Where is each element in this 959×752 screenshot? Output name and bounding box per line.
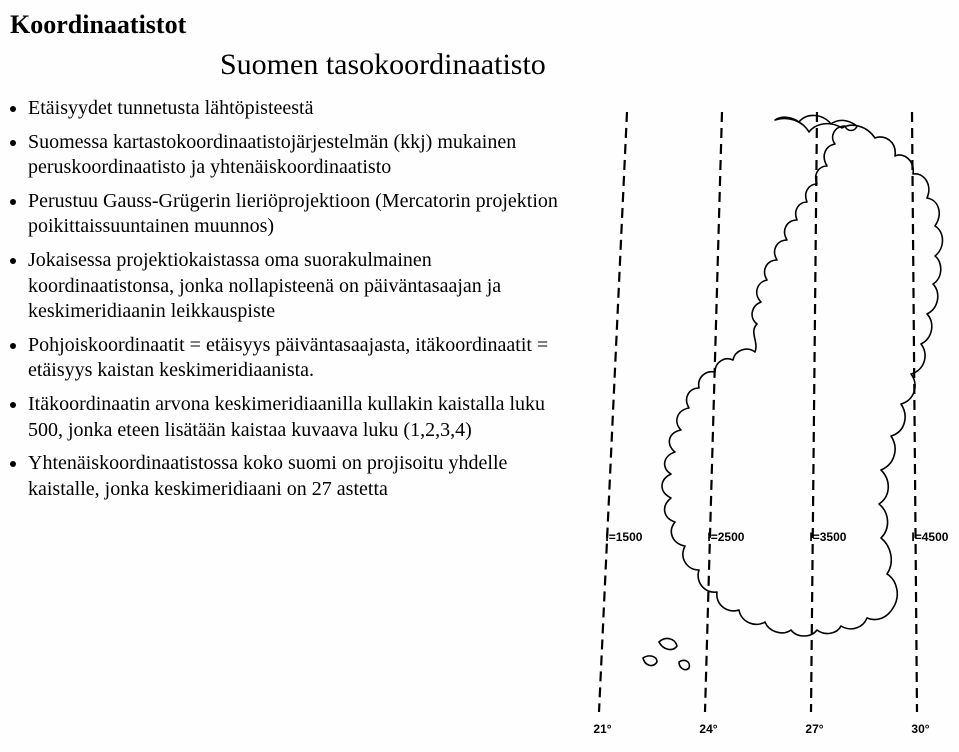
bullet-item: Jokaisessa projektiokaistassa oma suorak… [28, 248, 559, 325]
slide-subtitle: Suomen tasokoordinaatisto [10, 48, 941, 82]
slide-page: Koordinaatistot Suomen tasokoordinaatist… [0, 0, 959, 752]
longitude-label: 24° [699, 722, 717, 736]
meridian-i-label: I=2500 [707, 530, 744, 544]
bullet-item: Perustuu Gauss-Grügerin lieriöprojektioo… [28, 189, 559, 240]
longitude-label: 27° [805, 722, 823, 736]
meridian-i-label: I=3500 [809, 530, 846, 544]
bullet-item: Itäkoordinaatin arvona keskimeridiaanill… [28, 392, 559, 443]
bullet-list: Etäisyydet tunnetusta lähtöpisteestä Suo… [10, 96, 559, 510]
bullet-item: Yhtenäiskoordinaatistossa koko suomi on … [28, 451, 559, 502]
longitude-label: 21° [593, 722, 611, 736]
bullet-item: Suomessa kartastokoordinaatistojärjestel… [28, 130, 559, 181]
slide-heading: Koordinaatistot [10, 10, 941, 40]
bullet-item: Pohjoiskoordinaatit = etäisyys päiväntas… [28, 333, 559, 384]
meridian-i-label: I=4500 [911, 530, 948, 544]
meridian-i-label: I=1500 [605, 530, 642, 544]
longitude-label: 30° [911, 722, 929, 736]
bullet-item: Etäisyydet tunnetusta lähtöpisteestä [28, 96, 559, 122]
map-svg [547, 102, 947, 742]
finland-map: I=1500 I=2500 I=3500 I=4500 21° 24° 27° … [547, 102, 941, 742]
slide-content: Etäisyydet tunnetusta lähtöpisteestä Suo… [10, 96, 941, 742]
